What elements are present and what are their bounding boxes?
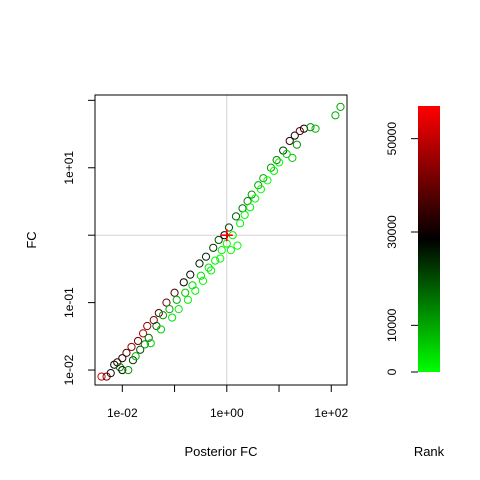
data-point <box>201 252 211 261</box>
data-point <box>140 340 149 349</box>
data-point <box>183 295 192 304</box>
data-point <box>233 241 242 250</box>
y-tick-label: 1e-01 <box>62 287 76 318</box>
data-point <box>204 263 213 272</box>
data-point <box>196 271 206 280</box>
data-point <box>168 313 177 322</box>
data-point <box>217 246 226 255</box>
x-axis-ticks: 1e-02 1e+00 1e+02 <box>107 385 348 420</box>
data-point <box>127 342 136 352</box>
y-tick-label: 1e-02 <box>62 354 76 385</box>
data-point <box>216 254 225 263</box>
data-point <box>97 372 106 381</box>
data-point <box>288 153 297 163</box>
data-point <box>306 123 315 132</box>
scatter-plot: 1e-02 1e+00 1e+02 1e-02 1e-01 1e+01 <box>62 94 348 420</box>
data-point <box>209 243 218 252</box>
data-point <box>331 111 340 120</box>
data-point <box>146 339 155 348</box>
data-point <box>122 348 131 357</box>
data-point <box>256 185 266 194</box>
data-point <box>154 308 163 318</box>
data-points <box>97 102 345 381</box>
color-bar <box>418 106 440 372</box>
y-axis-label: FC <box>24 231 39 248</box>
data-point <box>336 102 345 111</box>
data-point <box>172 295 181 304</box>
legend-title: Rank <box>414 444 445 459</box>
data-point <box>292 140 302 149</box>
data-point <box>131 352 140 361</box>
data-point <box>246 203 255 212</box>
y-axis-ticks: 1e-02 1e-01 1e+01 <box>62 99 95 385</box>
data-point <box>195 259 204 268</box>
data-point <box>170 288 179 297</box>
data-point <box>181 288 190 297</box>
data-point <box>106 369 115 378</box>
data-point <box>211 256 220 265</box>
data-point <box>198 276 208 285</box>
data-point <box>274 158 284 167</box>
data-point <box>165 305 174 314</box>
color-bar-tick-label: 0 <box>385 368 399 375</box>
color-bar-tick-label: 30000 <box>385 215 399 249</box>
data-point <box>186 270 195 279</box>
data-point <box>236 219 245 228</box>
data-point <box>282 149 291 159</box>
data-point <box>191 286 200 295</box>
data-point <box>174 305 183 314</box>
color-bar-tick-label: 50000 <box>385 122 399 156</box>
data-point <box>179 278 188 287</box>
data-point <box>285 136 294 146</box>
data-point <box>115 363 125 372</box>
data-point <box>118 354 127 363</box>
highlight-marker <box>220 229 233 242</box>
color-bar-tick-label: 10000 <box>385 308 399 342</box>
data-point <box>259 174 268 183</box>
data-point <box>206 266 216 275</box>
data-point <box>226 246 236 255</box>
data-point <box>113 358 122 367</box>
data-point <box>136 345 145 354</box>
y-tick-label: 1e+01 <box>62 151 76 185</box>
data-point <box>124 365 133 375</box>
data-point <box>144 333 153 342</box>
x-tick-label: 1e+00 <box>210 406 244 420</box>
x-axis-label: Posterior FC <box>185 444 258 459</box>
data-point <box>311 124 320 133</box>
x-tick-label: 1e-02 <box>107 406 138 420</box>
data-point <box>290 131 299 140</box>
data-point <box>263 176 272 185</box>
rank-color-legend: 0 10000 30000 50000 Rank <box>385 106 445 459</box>
data-point <box>231 212 241 221</box>
data-point <box>272 155 281 165</box>
data-point <box>214 235 223 245</box>
data-point <box>240 210 249 219</box>
data-point <box>133 336 143 346</box>
data-point <box>162 298 171 307</box>
data-point <box>139 329 148 338</box>
color-bar-ticks: 0 10000 30000 50000 <box>385 122 418 375</box>
data-point <box>295 126 304 136</box>
data-point <box>118 365 127 375</box>
data-point <box>158 311 168 320</box>
x-tick-label: 1e+02 <box>314 406 348 420</box>
data-point <box>224 223 234 232</box>
data-point <box>269 166 279 175</box>
data-point <box>299 124 309 133</box>
data-point <box>143 321 152 331</box>
plot-frame <box>94 94 348 386</box>
data-point <box>251 194 260 203</box>
data-point <box>156 325 166 334</box>
